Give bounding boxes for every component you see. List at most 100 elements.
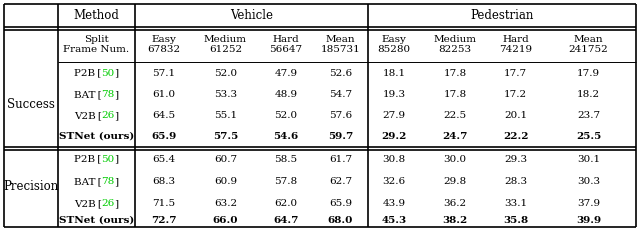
Text: 54.6: 54.6 bbox=[273, 132, 299, 141]
Text: Split: Split bbox=[84, 35, 109, 44]
Text: ]: ] bbox=[114, 90, 118, 99]
Text: 38.2: 38.2 bbox=[442, 216, 468, 225]
Text: 56647: 56647 bbox=[269, 45, 303, 54]
Text: 17.7: 17.7 bbox=[504, 69, 527, 77]
Text: STNet (ours): STNet (ours) bbox=[59, 216, 134, 225]
Text: 62.0: 62.0 bbox=[275, 199, 298, 208]
Text: 185731: 185731 bbox=[321, 45, 360, 54]
Text: 64.7: 64.7 bbox=[273, 216, 299, 225]
Text: 35.8: 35.8 bbox=[503, 216, 528, 225]
Text: 74219: 74219 bbox=[499, 45, 532, 54]
Text: Easy: Easy bbox=[381, 35, 406, 44]
Text: 61252: 61252 bbox=[209, 45, 242, 54]
Text: BAT [: BAT [ bbox=[74, 90, 102, 99]
Text: V2B [26]: V2B [26] bbox=[74, 111, 119, 120]
Text: 25.5: 25.5 bbox=[576, 132, 601, 141]
Text: 52.6: 52.6 bbox=[329, 69, 352, 77]
Text: V2B [: V2B [ bbox=[74, 111, 102, 120]
Text: 26: 26 bbox=[101, 199, 115, 208]
Text: 78: 78 bbox=[101, 177, 115, 186]
Text: 36.2: 36.2 bbox=[444, 199, 467, 208]
Text: 52.0: 52.0 bbox=[214, 69, 237, 77]
Text: 29.8: 29.8 bbox=[444, 177, 467, 186]
Text: Method: Method bbox=[74, 9, 120, 22]
Text: 61.7: 61.7 bbox=[329, 155, 352, 164]
Text: 55.1: 55.1 bbox=[214, 111, 237, 120]
Text: 39.9: 39.9 bbox=[576, 216, 601, 225]
Text: 71.5: 71.5 bbox=[152, 199, 175, 208]
Text: ]: ] bbox=[115, 111, 118, 120]
Text: 28.3: 28.3 bbox=[504, 177, 527, 186]
Text: Pedestrian: Pedestrian bbox=[470, 9, 534, 22]
Text: ]: ] bbox=[114, 69, 118, 77]
Text: 26: 26 bbox=[101, 111, 115, 120]
Text: 30.3: 30.3 bbox=[577, 177, 600, 186]
Text: 20.1: 20.1 bbox=[504, 111, 527, 120]
Text: 85280: 85280 bbox=[378, 45, 411, 54]
Text: 18.2: 18.2 bbox=[577, 90, 600, 99]
Text: Mean: Mean bbox=[326, 35, 355, 44]
Text: 59.7: 59.7 bbox=[328, 132, 353, 141]
Text: 17.9: 17.9 bbox=[577, 69, 600, 77]
Text: Easy: Easy bbox=[151, 35, 176, 44]
Text: 50: 50 bbox=[101, 155, 115, 164]
Text: 22.5: 22.5 bbox=[444, 111, 467, 120]
Text: BAT [78]: BAT [78] bbox=[74, 90, 119, 99]
Text: 19.3: 19.3 bbox=[383, 90, 406, 99]
Text: Hard: Hard bbox=[273, 35, 300, 44]
Text: 29.3: 29.3 bbox=[504, 155, 527, 164]
Text: 58.5: 58.5 bbox=[275, 155, 298, 164]
Text: 68.3: 68.3 bbox=[152, 177, 175, 186]
Text: 62.7: 62.7 bbox=[329, 177, 352, 186]
Text: 24.7: 24.7 bbox=[442, 132, 468, 141]
Text: Frame Num.: Frame Num. bbox=[63, 45, 129, 54]
Text: 65.9: 65.9 bbox=[151, 132, 176, 141]
Text: 48.9: 48.9 bbox=[275, 90, 298, 99]
Text: 60.9: 60.9 bbox=[214, 177, 237, 186]
Text: 57.5: 57.5 bbox=[213, 132, 238, 141]
Text: 50: 50 bbox=[101, 69, 115, 77]
Text: Medium: Medium bbox=[204, 35, 247, 44]
Text: 82253: 82253 bbox=[438, 45, 472, 54]
Text: ]: ] bbox=[114, 177, 118, 186]
Text: 61.0: 61.0 bbox=[152, 90, 175, 99]
Text: 241752: 241752 bbox=[568, 45, 609, 54]
Text: 30.1: 30.1 bbox=[577, 155, 600, 164]
Text: P2B [: P2B [ bbox=[74, 155, 102, 164]
Text: P2B [50]: P2B [50] bbox=[74, 155, 119, 164]
Text: 27.9: 27.9 bbox=[383, 111, 406, 120]
Text: STNet (ours): STNet (ours) bbox=[59, 132, 134, 141]
Text: Hard: Hard bbox=[502, 35, 529, 44]
Text: 64.5: 64.5 bbox=[152, 111, 175, 120]
Text: 47.9: 47.9 bbox=[275, 69, 298, 77]
Text: 17.8: 17.8 bbox=[444, 90, 467, 99]
Text: ]: ] bbox=[114, 155, 118, 164]
Text: 63.2: 63.2 bbox=[214, 199, 237, 208]
Text: 23.7: 23.7 bbox=[577, 111, 600, 120]
Text: 22.2: 22.2 bbox=[503, 132, 528, 141]
Text: Vehicle: Vehicle bbox=[230, 9, 273, 22]
Text: V2B [26]: V2B [26] bbox=[74, 199, 119, 208]
Text: 29.2: 29.2 bbox=[381, 132, 406, 141]
Text: Mean: Mean bbox=[573, 35, 604, 44]
Text: 57.8: 57.8 bbox=[275, 177, 298, 186]
Text: 45.3: 45.3 bbox=[381, 216, 406, 225]
Text: 17.2: 17.2 bbox=[504, 90, 527, 99]
Text: BAT [78]: BAT [78] bbox=[74, 177, 119, 186]
Text: 65.9: 65.9 bbox=[329, 199, 352, 208]
Text: 30.8: 30.8 bbox=[383, 155, 406, 164]
Text: 32.6: 32.6 bbox=[383, 177, 406, 186]
Text: 57.6: 57.6 bbox=[329, 111, 352, 120]
Text: 68.0: 68.0 bbox=[328, 216, 353, 225]
Text: Medium: Medium bbox=[433, 35, 477, 44]
Text: 18.1: 18.1 bbox=[383, 69, 406, 77]
Text: ]: ] bbox=[115, 199, 118, 208]
Text: 78: 78 bbox=[101, 90, 115, 99]
Text: Precision: Precision bbox=[3, 180, 59, 194]
Text: BAT [: BAT [ bbox=[74, 177, 102, 186]
Text: 72.7: 72.7 bbox=[151, 216, 176, 225]
Text: P2B [: P2B [ bbox=[74, 69, 102, 77]
Text: 33.1: 33.1 bbox=[504, 199, 527, 208]
Text: 66.0: 66.0 bbox=[212, 216, 238, 225]
Text: Success: Success bbox=[7, 98, 55, 111]
